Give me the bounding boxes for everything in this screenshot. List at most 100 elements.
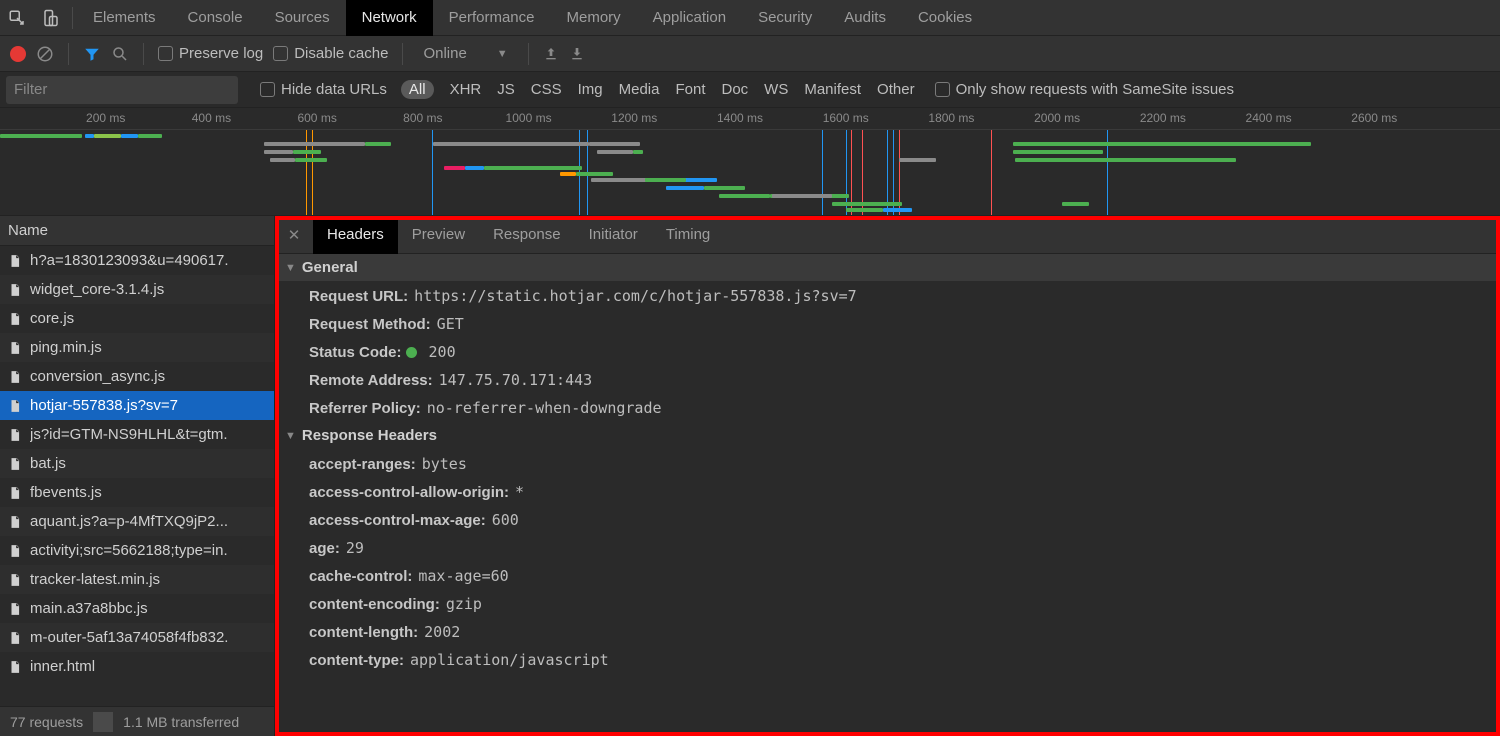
header-row: content-length:2002 <box>275 618 1500 646</box>
disclosure-triangle-icon: ▼ <box>285 262 296 274</box>
timeline-bar <box>264 150 293 154</box>
type-js[interactable]: JS <box>497 81 515 98</box>
header-row: content-encoding:gzip <box>275 590 1500 618</box>
close-icon[interactable]: ✕ <box>279 226 309 244</box>
waterfall-overview[interactable]: 200 ms400 ms600 ms800 ms1000 ms1200 ms14… <box>0 108 1500 216</box>
tab-cookies[interactable]: Cookies <box>902 0 988 36</box>
type-xhr[interactable]: XHR <box>450 81 482 98</box>
header-key: Referrer Policy: <box>309 400 421 417</box>
hide-data-urls-label: Hide data URLs <box>281 81 387 98</box>
type-font[interactable]: Font <box>675 81 705 98</box>
request-row[interactable]: ping.min.js <box>0 333 274 362</box>
request-details: ✕ HeadersPreviewResponseInitiatorTiming … <box>275 216 1500 736</box>
tab-sources[interactable]: Sources <box>259 0 346 36</box>
request-row[interactable]: inner.html <box>0 652 274 681</box>
download-icon[interactable] <box>569 46 585 62</box>
tab-audits[interactable]: Audits <box>828 0 902 36</box>
request-row[interactable]: conversion_async.js <box>0 362 274 391</box>
filter-icon[interactable] <box>83 45 101 63</box>
request-row[interactable]: hotjar-557838.js?sv=7 <box>0 391 274 420</box>
request-row[interactable]: core.js <box>0 304 274 333</box>
type-media[interactable]: Media <box>619 81 660 98</box>
timeline-bar <box>121 134 139 138</box>
hide-data-urls-checkbox[interactable]: Hide data URLs <box>260 81 387 98</box>
section-header[interactable]: ▼Response Headers <box>275 422 1500 450</box>
request-row[interactable]: aquant.js?a=p-4MfTXQ9jP2... <box>0 507 274 536</box>
header-row: Request URL:https://static.hotjar.com/c/… <box>275 282 1500 310</box>
tab-security[interactable]: Security <box>742 0 828 36</box>
timeline-bar <box>772 194 832 198</box>
timeline-tick: 200 ms <box>86 111 125 125</box>
record-button[interactable] <box>10 46 26 62</box>
timeline-bar <box>270 158 295 162</box>
detail-tab-timing[interactable]: Timing <box>652 216 724 254</box>
preserve-log-checkbox[interactable]: Preserve log <box>158 45 263 62</box>
detail-tab-response[interactable]: Response <box>479 216 575 254</box>
timeline-bar <box>645 178 686 182</box>
filter-input[interactable]: Filter <box>6 76 238 104</box>
type-css[interactable]: CSS <box>531 81 562 98</box>
timeline-bar <box>138 134 161 138</box>
request-row[interactable]: bat.js <box>0 449 274 478</box>
device-toolbar-icon[interactable] <box>34 0 68 36</box>
inspect-icon[interactable] <box>0 0 34 36</box>
detail-tab-headers[interactable]: Headers <box>313 216 398 254</box>
request-row[interactable]: main.a37a8bbc.js <box>0 594 274 623</box>
separator <box>402 43 403 65</box>
tab-network[interactable]: Network <box>346 0 433 36</box>
section-header[interactable]: ▼General <box>275 254 1500 282</box>
clear-icon[interactable] <box>36 45 54 63</box>
timeline-tick: 1400 ms <box>717 111 763 125</box>
tab-performance[interactable]: Performance <box>433 0 551 36</box>
timeline-bar <box>576 172 613 176</box>
type-ws[interactable]: WS <box>764 81 788 98</box>
detail-tab-preview[interactable]: Preview <box>398 216 479 254</box>
timeline-bar <box>560 172 576 176</box>
timeline-bar <box>365 142 391 146</box>
request-row[interactable]: h?a=1830123093&u=490617. <box>0 246 274 275</box>
throttle-select[interactable]: Online ▼ <box>417 45 513 62</box>
samesite-checkbox[interactable]: Only show requests with SameSite issues <box>935 81 1234 98</box>
header-row: content-type:application/javascript <box>275 646 1500 674</box>
header-key: access-control-max-age: <box>309 512 486 529</box>
timeline-bar <box>589 142 639 146</box>
request-name: js?id=GTM-NS9HLHL&t=gtm. <box>30 426 228 443</box>
request-name: conversion_async.js <box>30 368 165 385</box>
request-row[interactable]: js?id=GTM-NS9HLHL&t=gtm. <box>0 420 274 449</box>
request-row[interactable]: widget_core-3.1.4.js <box>0 275 274 304</box>
tab-application[interactable]: Application <box>637 0 742 36</box>
request-row[interactable]: fbevents.js <box>0 478 274 507</box>
detail-tab-initiator[interactable]: Initiator <box>575 216 652 254</box>
request-name: tracker-latest.min.js <box>30 571 160 588</box>
name-column-header[interactable]: Name <box>0 216 274 246</box>
type-img[interactable]: Img <box>578 81 603 98</box>
header-value: 29 <box>346 539 364 557</box>
tab-console[interactable]: Console <box>172 0 259 36</box>
header-row: cache-control:max-age=60 <box>275 562 1500 590</box>
timeline-bar <box>832 202 902 206</box>
network-toolbar: Preserve log Disable cache Online ▼ <box>0 36 1500 72</box>
filter-bar: Filter Hide data URLs All XHR JS CSS Img Medi… <box>0 72 1500 108</box>
timeline-bar <box>704 186 745 190</box>
samesite-label: Only show requests with SameSite issues <box>956 81 1234 98</box>
disable-cache-checkbox[interactable]: Disable cache <box>273 45 388 62</box>
disclosure-triangle-icon: ▼ <box>285 430 296 442</box>
upload-icon[interactable] <box>543 46 559 62</box>
timeline-tick: 1800 ms <box>928 111 974 125</box>
header-key: cache-control: <box>309 568 412 585</box>
tab-elements[interactable]: Elements <box>77 0 172 36</box>
details-tabs: ✕ HeadersPreviewResponseInitiatorTiming <box>275 216 1500 254</box>
search-icon[interactable] <box>111 45 129 63</box>
type-all[interactable]: All <box>401 80 434 99</box>
filter-placeholder: Filter <box>14 81 47 98</box>
timeline-bar <box>293 150 322 154</box>
header-row: Request Method:GET <box>275 310 1500 338</box>
type-doc[interactable]: Doc <box>721 81 748 98</box>
request-row[interactable]: activityi;src=5662188;type=in. <box>0 536 274 565</box>
type-manifest[interactable]: Manifest <box>804 81 861 98</box>
tab-memory[interactable]: Memory <box>551 0 637 36</box>
header-key: Request URL: <box>309 288 408 305</box>
request-row[interactable]: m-outer-5af13a74058f4fb832. <box>0 623 274 652</box>
type-other[interactable]: Other <box>877 81 915 98</box>
request-row[interactable]: tracker-latest.min.js <box>0 565 274 594</box>
